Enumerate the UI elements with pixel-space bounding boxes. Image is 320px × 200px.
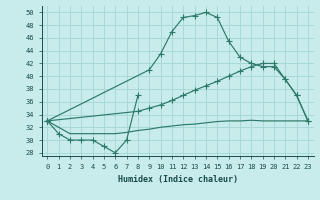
X-axis label: Humidex (Indice chaleur): Humidex (Indice chaleur): [118, 175, 237, 184]
